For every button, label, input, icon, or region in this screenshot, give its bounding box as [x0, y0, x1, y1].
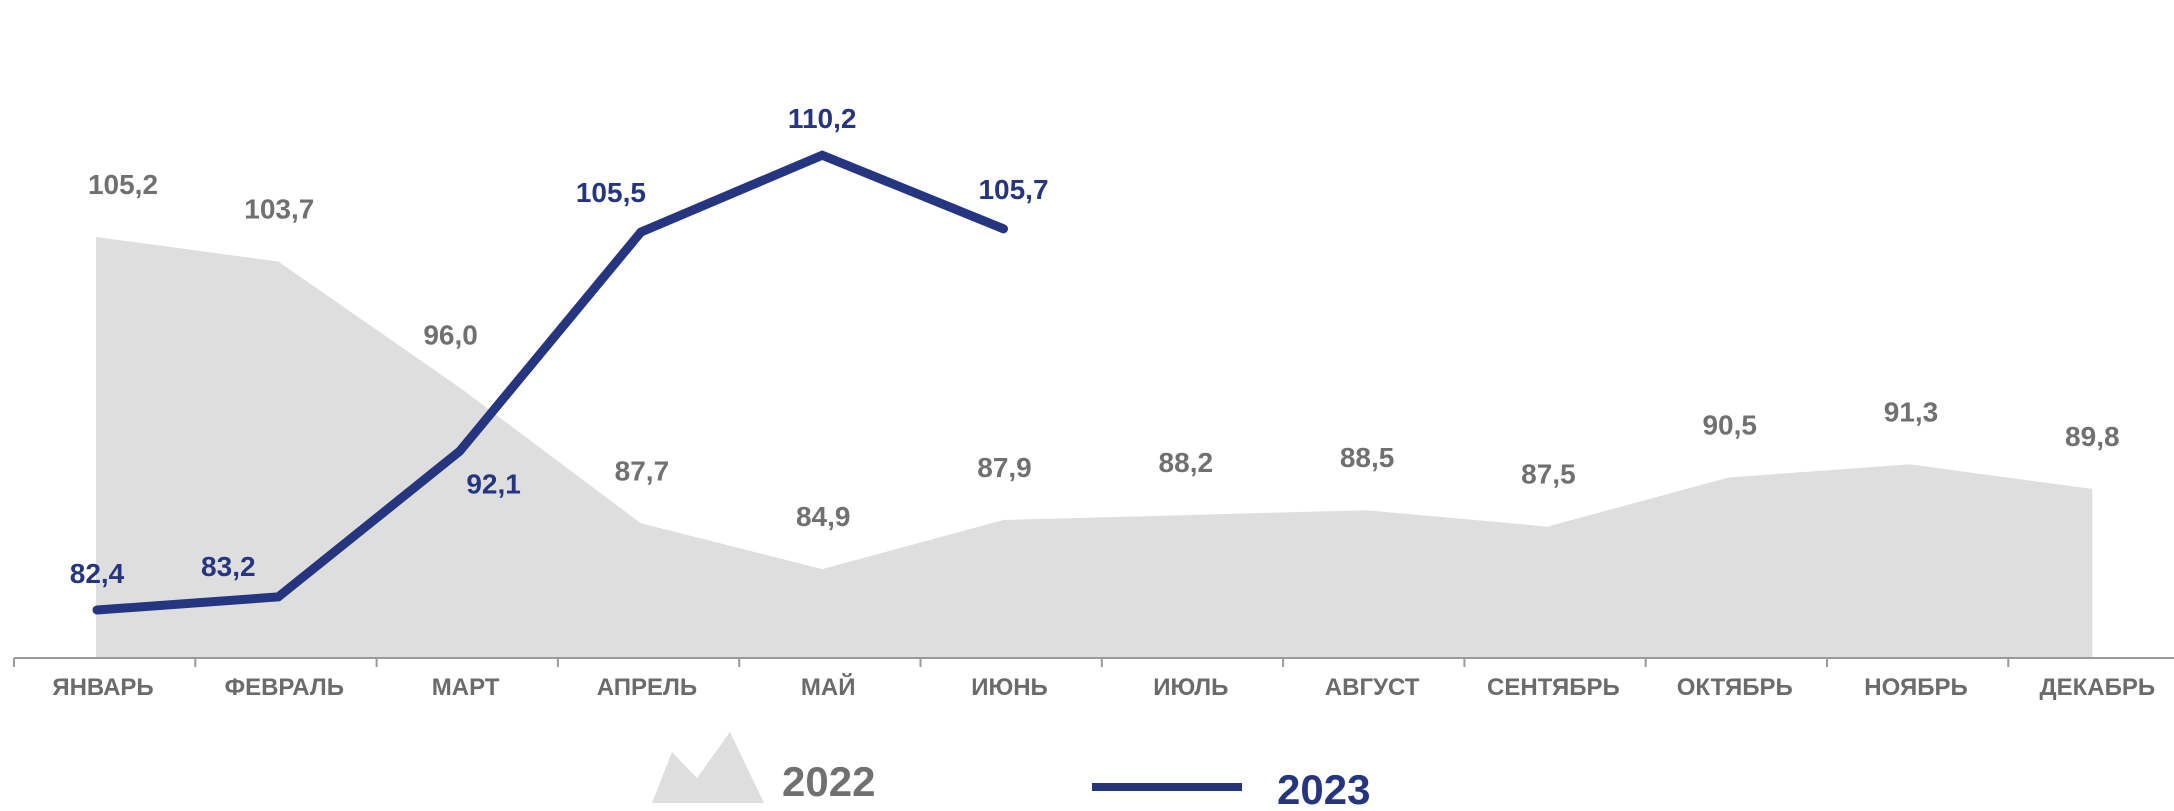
x-tick-label: МАЙ	[801, 673, 856, 701]
data-label-2022: 91,3	[1884, 396, 1939, 427]
data-label-2022: 87,9	[977, 452, 1032, 483]
data-label-2022: 96,0	[423, 320, 478, 351]
data-label-2023: 83,2	[201, 551, 256, 582]
x-tick-label: НОЯБРЬ	[1864, 674, 1967, 701]
legend: 2022 2023	[652, 732, 1370, 806]
data-label-2022: 105,2	[88, 169, 158, 200]
x-tick-label: ЯНВАРЬ	[52, 674, 153, 701]
data-label-2022: 84,9	[796, 501, 851, 532]
data-label-2022: 88,5	[1340, 442, 1395, 473]
data-label-2023: 92,1	[466, 468, 521, 499]
x-tick-label: СЕНТЯБРЬ	[1487, 674, 1620, 701]
data-label-2022: 88,2	[1159, 447, 1214, 478]
x-tick-label: ОКТЯБРЬ	[1677, 674, 1793, 701]
data-label-2022: 87,5	[1521, 459, 1576, 490]
x-tick-label: АПРЕЛЬ	[597, 674, 697, 701]
x-axis: ЯНВАРЬ ФЕВРАЛЬ МАРТ АПРЕЛЬ МАЙ ИЮНЬ ИЮЛЬ АВГУСТ…	[14, 658, 2174, 701]
area-2022-layer	[96, 237, 2092, 658]
data-label-2022: 87,7	[615, 455, 670, 486]
x-tick-label: ИЮНЬ	[971, 674, 1048, 701]
area-icon	[652, 732, 764, 803]
x-tick-label: ИЮЛЬ	[1153, 674, 1228, 701]
legend-label-2022: 2022	[782, 758, 875, 805]
x-tick-label: МАРТ	[432, 674, 500, 701]
data-label-2022: 90,5	[1702, 409, 1757, 440]
data-label-2023: 82,4	[70, 558, 125, 589]
data-label-2022: 89,8	[2065, 421, 2120, 452]
x-tick-label: ДЕКАБРЬ	[2040, 674, 2156, 701]
x-tick-label: АВГУСТ	[1325, 674, 1420, 701]
data-label-2023: 110,2	[788, 103, 857, 134]
area-2022	[96, 237, 2092, 658]
data-label-2023: 105,7	[978, 174, 1048, 205]
x-tick-label: ФЕВРАЛЬ	[225, 674, 344, 701]
data-label-2023: 105,5	[576, 177, 646, 208]
data-label-2022: 103,7	[244, 194, 314, 225]
legend-label-2023: 2023	[1277, 766, 1370, 806]
